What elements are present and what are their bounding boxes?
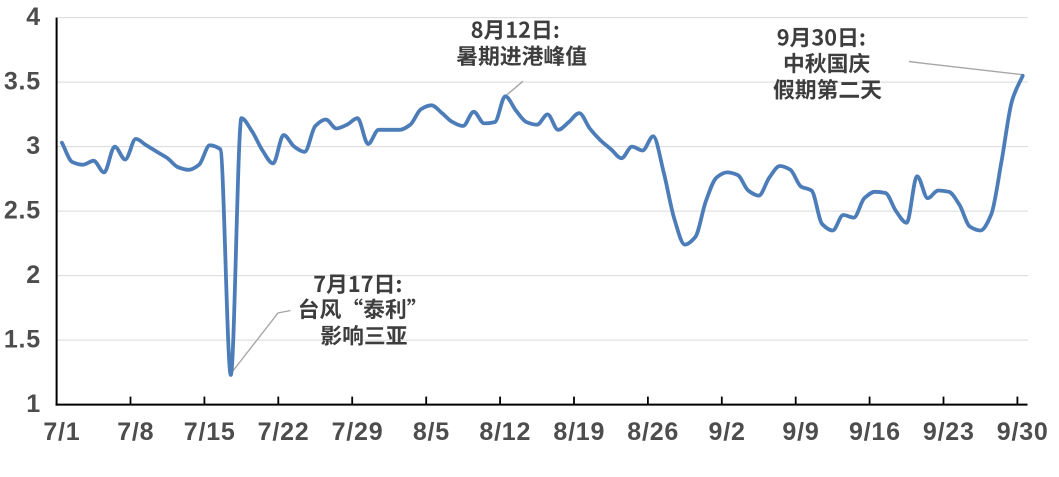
svg-text:2.5: 2.5 <box>4 197 41 225</box>
svg-text:9/2: 9/2 <box>709 418 746 446</box>
svg-text:7/29: 7/29 <box>332 418 384 446</box>
svg-text:8/5: 8/5 <box>413 418 450 446</box>
svg-text:7/8: 7/8 <box>117 418 154 446</box>
svg-text:3.5: 3.5 <box>4 68 41 96</box>
svg-text:2: 2 <box>26 261 41 289</box>
svg-text:7/1: 7/1 <box>43 418 80 446</box>
svg-text:7/15: 7/15 <box>184 418 236 446</box>
svg-text:8/12: 8/12 <box>479 418 531 446</box>
svg-text:1: 1 <box>26 390 41 418</box>
svg-text:7/22: 7/22 <box>258 418 310 446</box>
svg-text:9/9: 9/9 <box>782 418 819 446</box>
svg-text:4: 4 <box>26 3 41 31</box>
svg-text:9/23: 9/23 <box>923 418 975 446</box>
svg-text:9/16: 9/16 <box>849 418 901 446</box>
svg-text:1.5: 1.5 <box>4 326 41 354</box>
svg-text:3: 3 <box>26 132 41 160</box>
svg-text:8/26: 8/26 <box>627 418 679 446</box>
svg-text:8/19: 8/19 <box>553 418 605 446</box>
svg-text:9/30: 9/30 <box>997 418 1049 446</box>
